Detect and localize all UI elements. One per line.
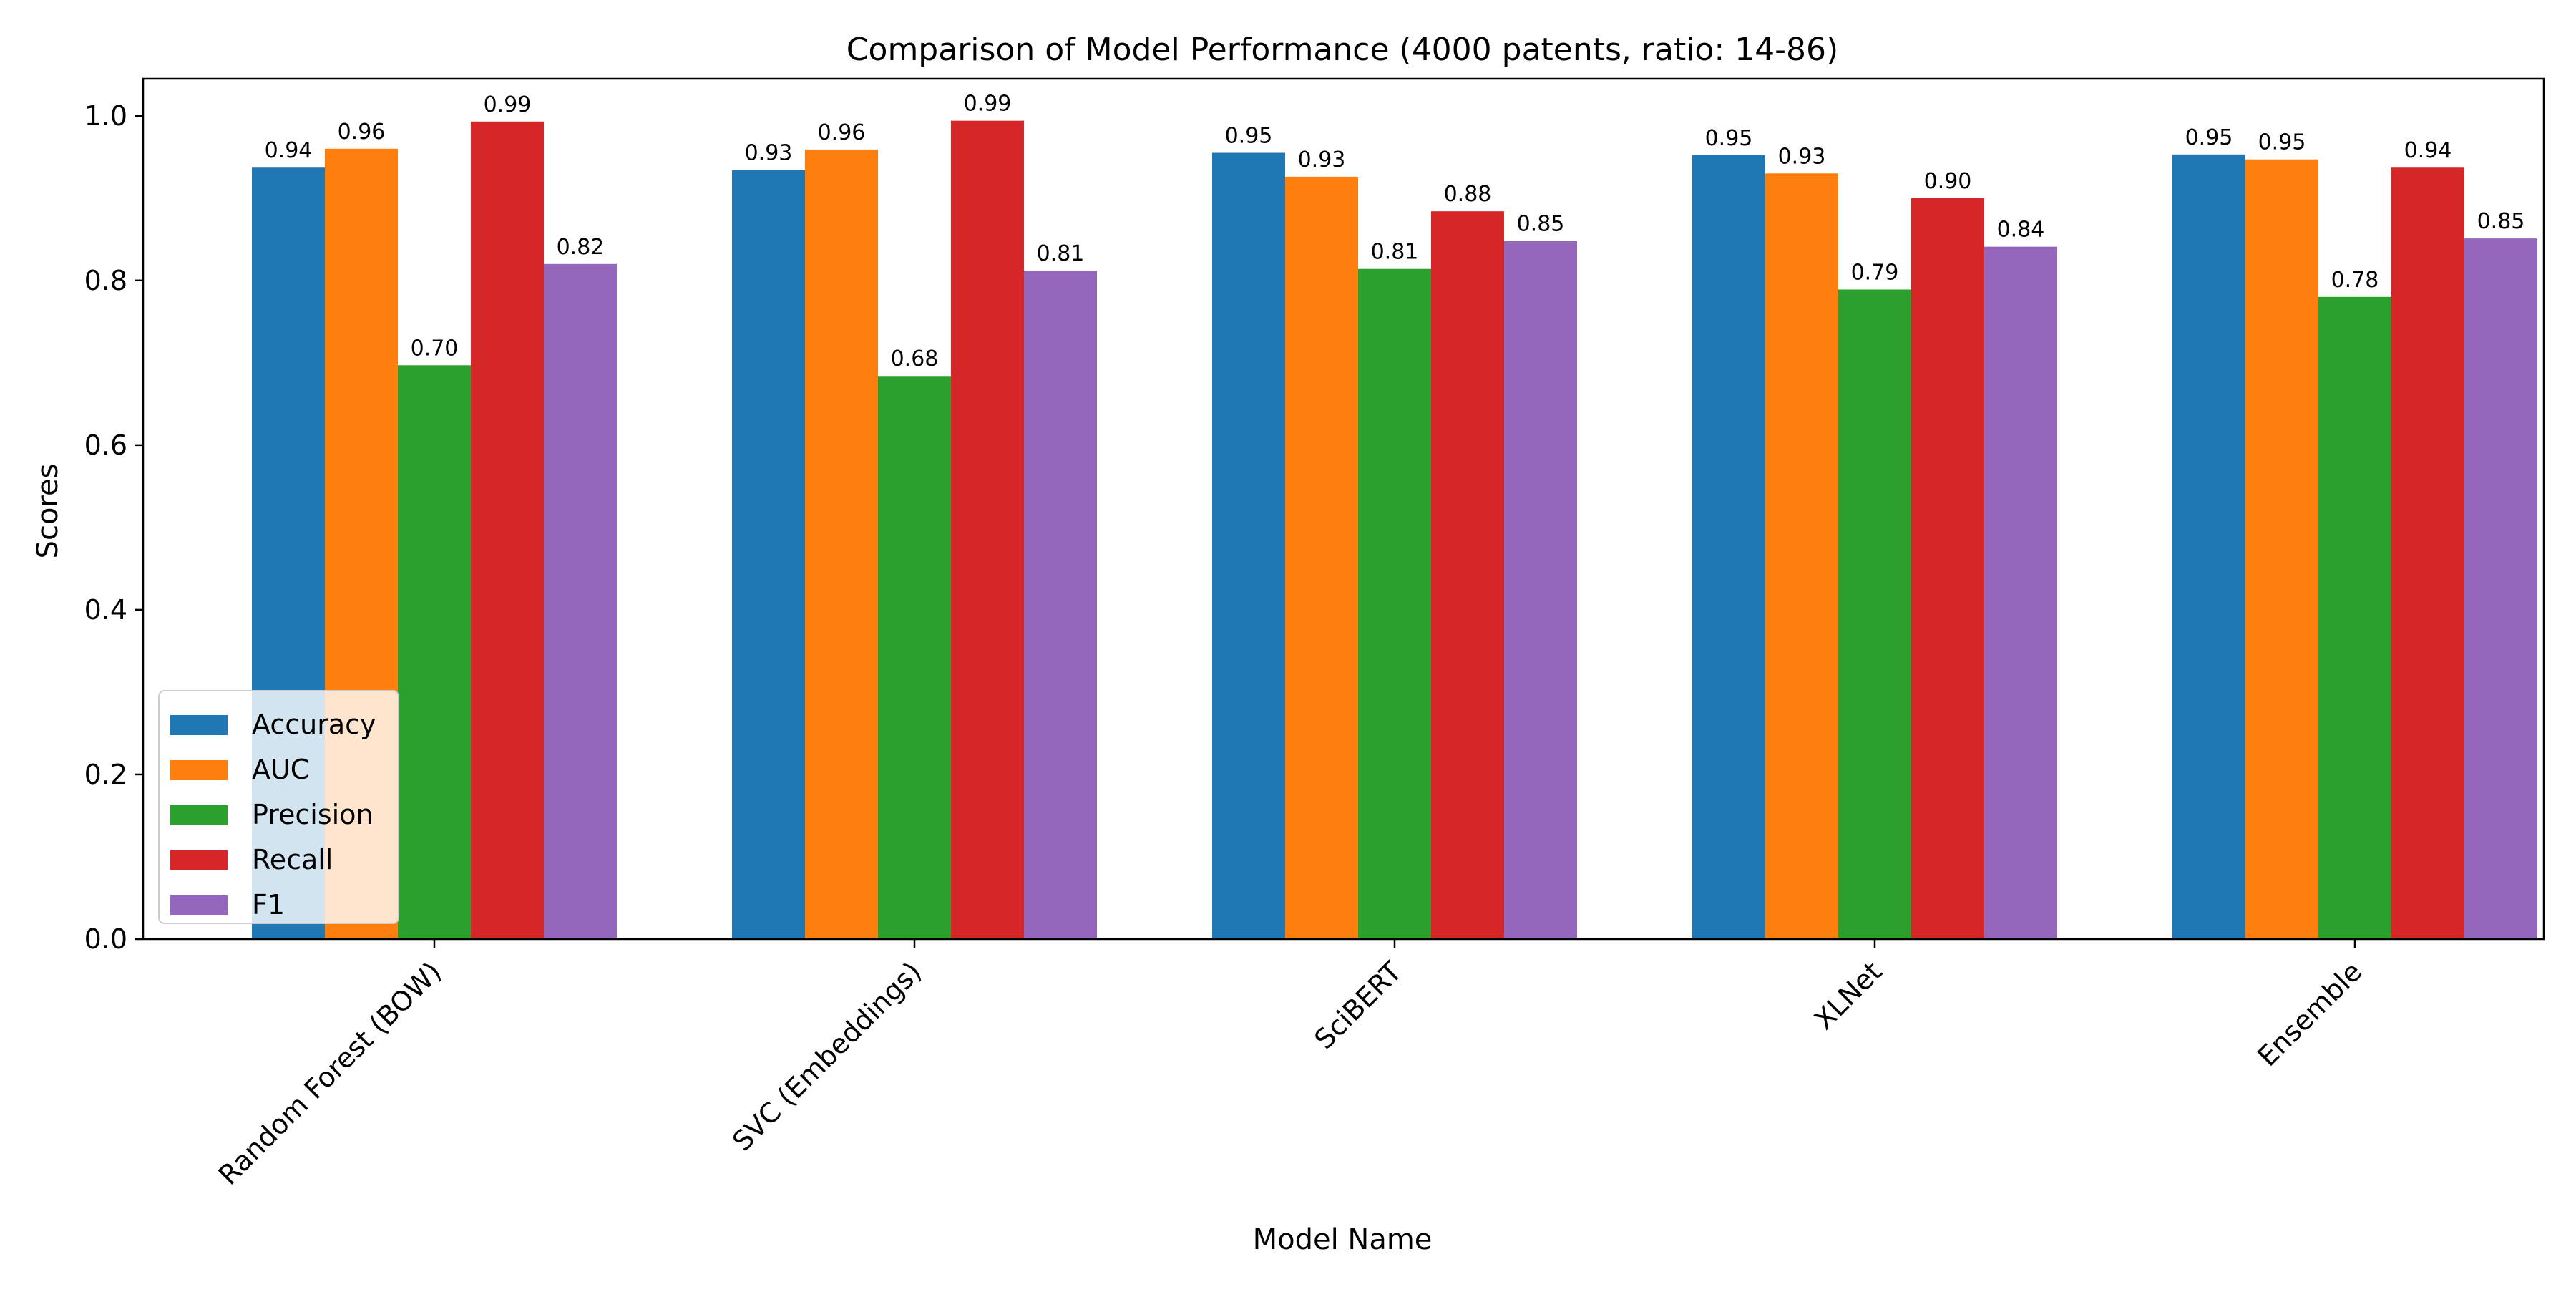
data-label: 0.85 bbox=[1517, 212, 1565, 237]
bar-f1-1 bbox=[1024, 271, 1097, 939]
data-label: 0.99 bbox=[964, 92, 1012, 117]
data-label: 0.79 bbox=[1851, 260, 1899, 285]
x-tick-label: XLNet bbox=[1808, 956, 1888, 1036]
x-tick-label: SVC (Embeddings) bbox=[726, 956, 927, 1157]
bar-precision-3 bbox=[1838, 289, 1911, 939]
data-label: 0.95 bbox=[2185, 125, 2233, 150]
y-axis-label: Scores bbox=[31, 464, 64, 559]
bar-accuracy-4 bbox=[2172, 155, 2245, 939]
bar-recall-2 bbox=[1431, 211, 1504, 939]
bar-recall-1 bbox=[951, 121, 1024, 939]
y-tick-label: 0.6 bbox=[84, 429, 127, 461]
data-label: 0.93 bbox=[1778, 144, 1826, 169]
bar-auc-1 bbox=[805, 150, 878, 939]
data-label: 0.94 bbox=[2404, 138, 2452, 163]
x-tick-label: Ensemble bbox=[2251, 956, 2368, 1072]
data-label: 0.96 bbox=[818, 120, 866, 145]
data-label: 0.96 bbox=[338, 120, 386, 145]
bar-f1-2 bbox=[1504, 241, 1577, 939]
bar-precision-1 bbox=[878, 376, 951, 939]
bar-auc-2 bbox=[1285, 177, 1358, 939]
bar-f1-4 bbox=[2464, 238, 2537, 939]
data-label: 0.93 bbox=[745, 141, 793, 166]
legend-swatch-f1 bbox=[170, 895, 228, 915]
data-label: 0.95 bbox=[1225, 124, 1273, 149]
data-label: 0.78 bbox=[2331, 268, 2379, 293]
bar-recall-3 bbox=[1911, 198, 1984, 939]
y-tick-label: 0.2 bbox=[84, 759, 127, 790]
bar-precision-2 bbox=[1358, 269, 1431, 939]
bar-f1-0 bbox=[544, 264, 617, 939]
data-label: 0.94 bbox=[265, 138, 313, 163]
bar-precision-0 bbox=[398, 365, 471, 939]
legend-swatch-auc bbox=[170, 760, 228, 780]
legend-label: Accuracy bbox=[252, 709, 376, 740]
bar-recall-0 bbox=[471, 122, 544, 939]
data-label: 0.90 bbox=[1924, 169, 1972, 194]
legend-swatch-precision bbox=[170, 805, 228, 825]
data-label: 0.82 bbox=[557, 235, 605, 260]
y-tick-label: 0.0 bbox=[84, 923, 127, 955]
bar-precision-4 bbox=[2318, 297, 2391, 939]
chart-title: Comparison of Model Performance (4000 pa… bbox=[847, 31, 1838, 68]
bar-accuracy-1 bbox=[732, 170, 805, 939]
data-label: 0.85 bbox=[2477, 209, 2525, 234]
y-tick-label: 0.4 bbox=[84, 594, 127, 626]
data-label: 0.81 bbox=[1371, 240, 1419, 265]
legend-swatch-accuracy bbox=[170, 715, 228, 735]
data-label: 0.95 bbox=[1705, 126, 1753, 151]
data-label: 0.84 bbox=[1997, 218, 2045, 243]
legend-label: Recall bbox=[252, 844, 333, 875]
data-label: 0.68 bbox=[891, 346, 939, 371]
legend: Accuracy AUC Precision Recall F1 bbox=[159, 691, 399, 923]
bar-auc-3 bbox=[1765, 173, 1838, 939]
bar-accuracy-3 bbox=[1692, 155, 1765, 939]
y-tick-label: 1.0 bbox=[84, 100, 127, 132]
data-label: 0.99 bbox=[484, 92, 532, 117]
data-label: 0.93 bbox=[1298, 147, 1346, 173]
bar-accuracy-2 bbox=[1212, 153, 1285, 939]
legend-label: F1 bbox=[252, 889, 285, 921]
x-tick-label: SciBERT bbox=[1308, 956, 1408, 1056]
x-axis-label: Model Name bbox=[1253, 1223, 1433, 1256]
y-tick-label: 0.8 bbox=[84, 265, 127, 296]
data-label: 0.70 bbox=[411, 336, 459, 361]
data-label: 0.95 bbox=[2258, 130, 2306, 155]
x-tick-label: Random Forest (BOW) bbox=[213, 956, 448, 1191]
legend-swatch-recall bbox=[170, 850, 228, 870]
bar-recall-4 bbox=[2391, 167, 2464, 939]
legend-label: AUC bbox=[252, 754, 309, 785]
legend-label: Precision bbox=[252, 799, 374, 830]
bar-auc-4 bbox=[2245, 160, 2318, 939]
plot-area: 0.94 0.93 0.95 0.95 0.95 0.96 0.96 0.93 0.93 0.95… bbox=[84, 79, 2544, 1191]
data-label: 0.81 bbox=[1037, 241, 1085, 266]
data-label: 0.88 bbox=[1444, 182, 1492, 207]
bar-f1-3 bbox=[1984, 247, 2057, 939]
